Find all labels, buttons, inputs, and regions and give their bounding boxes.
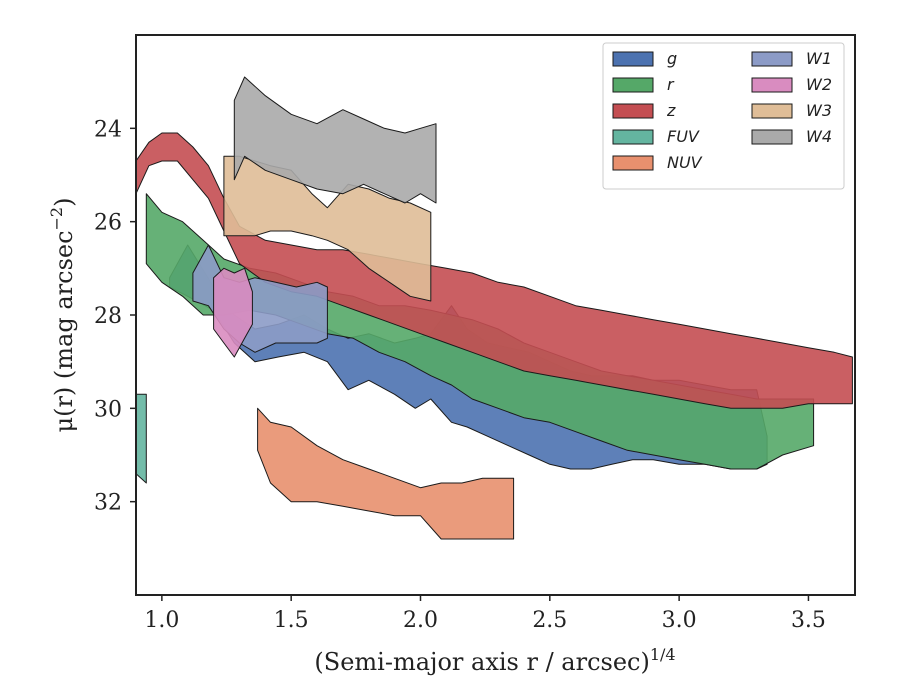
y-tick-label: 32 (94, 491, 122, 516)
legend-swatch-w1 (751, 51, 793, 67)
legend: grz FUV NUV W1 W2 W3 W4 (602, 42, 845, 190)
y-tick-label: 28 (94, 304, 122, 329)
legend-label-w2: W2 (806, 75, 832, 94)
y-axis-label: μ(r) (mag arcsec−2) (47, 198, 78, 433)
legend-label-w3: W3 (806, 101, 832, 120)
y-tick-label: 24 (94, 117, 122, 142)
x-tick-label: 2.5 (532, 608, 567, 633)
legend-label-fuv: FUV (667, 127, 700, 146)
legend-label-g: g (667, 49, 677, 68)
x-axis-ticks: 1.0 1.5 2.0 2.5 3.0 3.5 (144, 595, 826, 633)
legend-label-w4: W4 (806, 127, 832, 146)
legend-swatch-w2 (751, 77, 793, 93)
legend-label-w1: W1 (806, 49, 832, 68)
legend-label-nuv: NUV (667, 153, 703, 172)
band-w2 (213, 267, 253, 358)
x-tick-label: 2.0 (403, 608, 438, 633)
band-w4 (233, 76, 437, 204)
profile-bands (136, 76, 853, 540)
x-tick-label: 3.0 (662, 608, 697, 633)
legend-swatch-r (612, 77, 654, 93)
x-tick-label: 3.5 (791, 608, 826, 633)
legend-swatch-w4 (751, 129, 793, 145)
legend-label-r: r (667, 75, 675, 94)
legend-swatch-fuv (612, 129, 654, 145)
y-axis-ticks: 24 26 28 30 32 (94, 117, 136, 516)
legend-swatch-g (612, 51, 654, 67)
legend-label-z: z (666, 101, 676, 120)
x-tick-label: 1.5 (274, 608, 309, 633)
legend-swatch-w3 (751, 103, 793, 119)
band-fuv (136, 393, 147, 484)
legend-swatch-nuv (612, 155, 654, 171)
x-tick-label: 1.0 (144, 608, 179, 633)
x-axis-label: (Semi-major axis r / arcsec)1/4 (314, 645, 675, 676)
y-tick-label: 26 (94, 211, 122, 236)
y-tick-label: 30 (94, 397, 122, 422)
band-nuv (257, 407, 515, 540)
legend-swatch-z (612, 103, 654, 119)
